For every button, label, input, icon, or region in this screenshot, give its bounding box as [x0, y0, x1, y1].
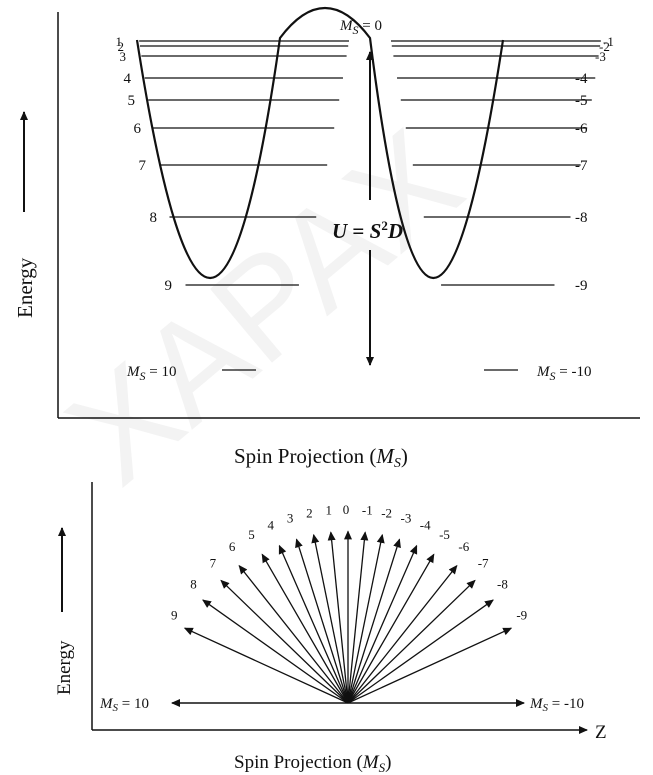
spin-vector	[347, 533, 385, 704]
spin-vector	[347, 553, 435, 704]
fan-label: -8	[497, 577, 508, 592]
fan-label: 0	[343, 502, 350, 517]
fan-label: 9	[171, 607, 178, 622]
level-label-left: 1	[116, 34, 123, 49]
fan-label: -4	[420, 517, 431, 532]
top-energy-label: Energy	[13, 257, 37, 318]
fan-label: -1	[362, 503, 373, 518]
fan-label: 5	[248, 527, 255, 542]
bottom-energy-label: Energy	[54, 640, 75, 695]
level-label-left: 7	[139, 158, 147, 174]
level-label-left: 8	[150, 210, 158, 226]
ms-10-label: MS = 10	[126, 364, 176, 383]
fan-label: 8	[190, 577, 197, 592]
level-label-right: -9	[575, 278, 588, 294]
level-label-left: 5	[128, 93, 136, 109]
spin-vector	[347, 531, 369, 704]
z-axis-label: Z	[595, 722, 607, 743]
spin-vector	[278, 544, 349, 704]
fan-label: -6	[458, 539, 469, 554]
top-panel: Energy 1 -1 2 -2 3 -3 4 -4 5 -5 6 -6 7 -7 8 -8 9 -9 U = S…	[13, 6, 640, 471]
spin-vector	[202, 599, 349, 704]
spin-vector	[295, 538, 349, 704]
level-label-right: -6	[575, 121, 588, 137]
spin-vector	[347, 599, 494, 704]
level-label-right: -7	[575, 158, 588, 174]
fan-label: -7	[478, 555, 489, 570]
level-label-left: 4	[124, 71, 132, 87]
level-label-right: -3	[595, 49, 606, 64]
bottom-x-axis-label: Spin Projection (MS)	[234, 752, 391, 775]
level-label-right: -5	[575, 93, 588, 109]
spin-vector	[347, 538, 401, 704]
fan-label: -5	[439, 527, 450, 542]
spin-vector	[347, 544, 418, 704]
spin-vector	[311, 533, 349, 704]
spin-vector	[347, 627, 513, 704]
level-label-left: 9	[165, 278, 173, 294]
spin-vector	[327, 531, 349, 704]
level-label-left: 2	[118, 39, 125, 54]
spin-vector	[220, 579, 349, 704]
fan-label: -3	[400, 510, 411, 525]
spin-vector	[261, 553, 349, 704]
top-x-axis-label: Spin Projection (MS)	[234, 444, 408, 471]
fan-label: 4	[268, 517, 275, 532]
fan-label: 1	[325, 503, 332, 518]
fan-label: 7	[210, 555, 217, 570]
ms-minus10-label: MS = -10	[536, 364, 591, 383]
spin-vector	[347, 564, 458, 704]
fan-label: 2	[306, 506, 313, 521]
fan-label: -9	[516, 607, 527, 622]
energy-levels: 1 -1 2 -2 3 -3 4 -4 5 -5 6 -6 7 -7 8 -8 9 -9	[116, 34, 614, 371]
spin-vector	[238, 564, 349, 704]
spin-vector	[347, 579, 476, 704]
level-label-right: -8	[575, 210, 588, 226]
spin-vector	[183, 627, 349, 704]
fan-label: 6	[229, 539, 236, 554]
ms-zero-label: MS = 0	[339, 18, 382, 37]
bottom-ms10-label: MS = 10	[99, 696, 149, 714]
barrier-equation: U = S2D	[332, 218, 403, 243]
bottom-ms-minus10-label: MS = -10	[529, 696, 584, 714]
level-label-left: 3	[120, 49, 127, 64]
level-label-right: -2	[599, 39, 610, 54]
level-label-right: -1	[603, 34, 614, 49]
level-label-right: -4	[575, 71, 588, 87]
double-well-curve	[135, 6, 505, 279]
fan-label: 3	[287, 510, 294, 525]
level-label-left: 6	[134, 121, 142, 137]
fan-label: -2	[381, 506, 392, 521]
